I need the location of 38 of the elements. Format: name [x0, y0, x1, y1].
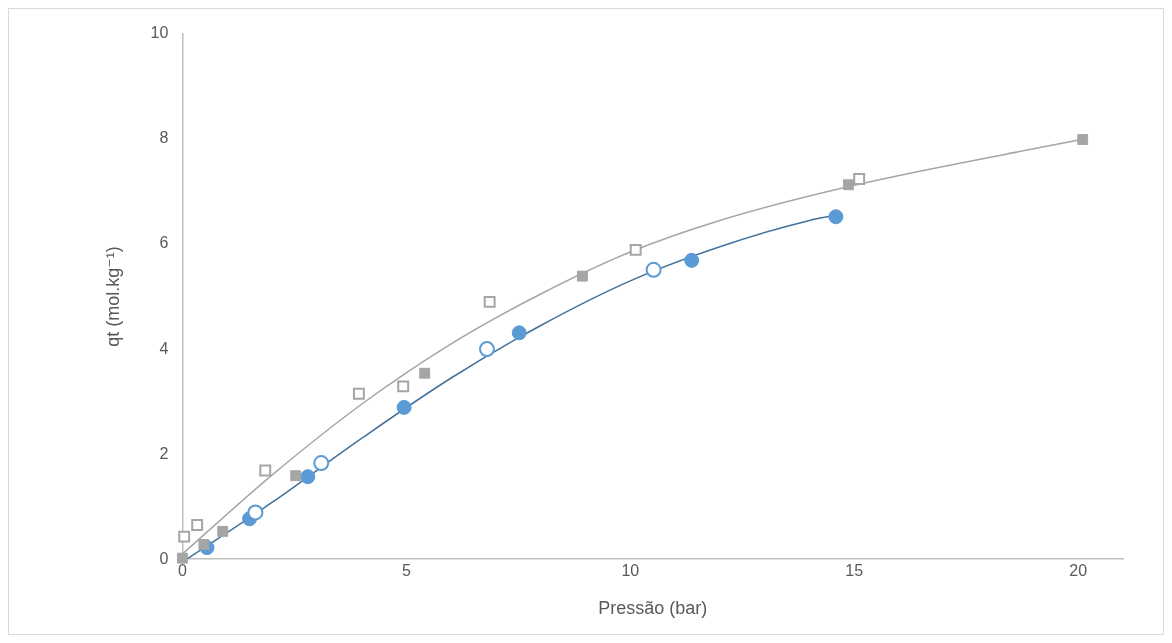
point: [684, 252, 700, 268]
point: [178, 530, 191, 543]
point: [511, 325, 527, 341]
x-tick-label: 5: [401, 562, 411, 580]
x-tick-label: 20: [1069, 562, 1088, 580]
y-tick-label: 10: [150, 24, 169, 42]
point: [290, 470, 302, 482]
point: [313, 455, 330, 472]
y-tick-label: 2: [159, 444, 169, 462]
point: [629, 243, 642, 256]
point: [397, 380, 410, 393]
point: [828, 209, 844, 225]
point: [419, 367, 431, 379]
y-tick-label: 8: [159, 129, 169, 147]
x-tick-label: 10: [621, 562, 640, 580]
point: [645, 261, 662, 278]
point: [259, 464, 272, 477]
point: [478, 341, 495, 358]
y-tick-label: 6: [159, 234, 169, 252]
point: [853, 173, 866, 185]
point: [842, 179, 854, 191]
point: [198, 539, 210, 550]
point: [191, 519, 204, 532]
point: [247, 504, 264, 521]
point: [483, 295, 496, 308]
y-tick-label: 0: [159, 549, 169, 567]
point: [396, 399, 412, 415]
point: [576, 270, 588, 282]
point: [1077, 134, 1089, 146]
x-tick-label: 15: [845, 562, 864, 580]
point: [217, 525, 229, 537]
point: [176, 552, 188, 564]
point: [300, 469, 316, 485]
point: [352, 387, 365, 400]
x-tick-label: 0: [177, 562, 187, 580]
y-axis-title: qt (mol.kg⁻¹): [102, 246, 123, 347]
y-tick-label: 4: [159, 339, 169, 357]
x-axis-title: Pressão (bar): [598, 598, 708, 619]
